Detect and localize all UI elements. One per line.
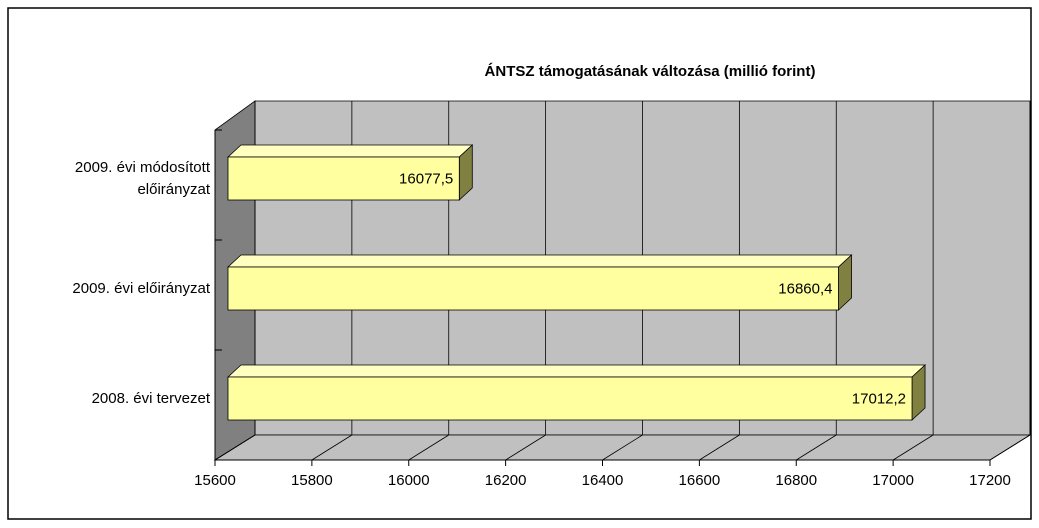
floor-line: [505, 434, 546, 461]
floor-line: [892, 434, 934, 461]
value-label: 16860,4: [778, 280, 832, 297]
floor-line: [699, 434, 740, 461]
y-tick-label: 2008. évi tervezet: [91, 389, 210, 407]
chart-title: ÁNTSZ támogatásának változása (millió fo…: [485, 63, 816, 80]
x-tick-label: 17200: [969, 472, 1011, 489]
x-tick-label: 16200: [485, 472, 527, 489]
x-tick-label: 16000: [388, 472, 430, 489]
bar: [227, 156, 460, 201]
value-label: 17012,2: [852, 390, 906, 407]
bar-top: [226, 254, 853, 268]
x-tick-label: 15800: [291, 472, 333, 489]
floor-line: [602, 434, 643, 461]
x-tick-label: 16600: [679, 472, 721, 489]
x-tick-label: 17000: [872, 472, 914, 489]
bar: [227, 376, 913, 421]
floor-line: [796, 434, 837, 461]
y-tick-label: 2009. évi előirányzat: [72, 279, 210, 297]
bar-top: [226, 144, 474, 158]
x-tick-label: 15600: [194, 472, 236, 489]
floor-line: [311, 434, 353, 461]
y-tick-label: 2009. évi módosított előirányzat: [74, 158, 210, 198]
floor-line: [214, 434, 256, 461]
floor-line: [989, 434, 1031, 461]
bar: [227, 266, 839, 311]
floor-line: [408, 434, 449, 461]
bar-top: [226, 364, 927, 378]
value-label: 16077,5: [399, 170, 453, 187]
x-tick-label: 16400: [582, 472, 624, 489]
x-tick-label: 16800: [775, 472, 817, 489]
